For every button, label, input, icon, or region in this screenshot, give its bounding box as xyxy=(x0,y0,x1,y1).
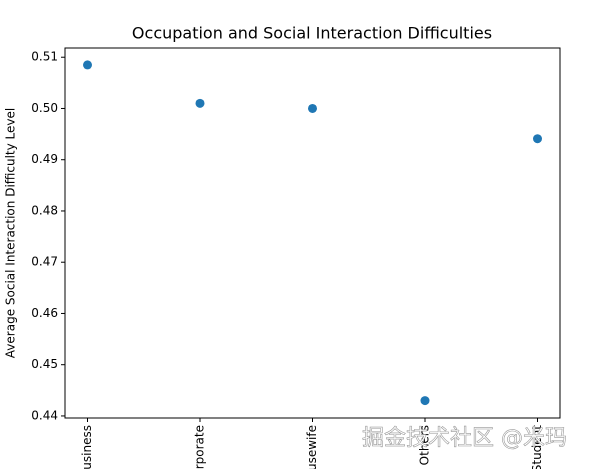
y-tick-label: 0.50 xyxy=(31,101,58,115)
x-tick-label: Others xyxy=(418,425,432,465)
x-tick-label: Housewife xyxy=(305,425,319,469)
point xyxy=(308,103,317,113)
y-tick-label: 0.49 xyxy=(31,152,58,166)
point xyxy=(195,98,205,108)
x-tick-label: Student xyxy=(530,425,544,469)
point xyxy=(420,396,430,406)
y-tick-label: 0.44 xyxy=(31,408,58,422)
chart-title: Occupation and Social Interaction Diffic… xyxy=(132,24,492,43)
point xyxy=(83,60,92,70)
y-tick-label: 0.51 xyxy=(31,50,58,64)
y-tick-label: 0.48 xyxy=(31,203,58,217)
y-tick-label: 0.47 xyxy=(31,255,58,269)
watermark: 掘金技术社区 @米玛 xyxy=(362,426,567,451)
plot-frame xyxy=(64,47,561,419)
y-tick-label: 0.45 xyxy=(31,357,58,371)
x-tick-label: Business xyxy=(80,425,94,469)
y-tick-label: 0.46 xyxy=(31,306,58,320)
x-tick-label: Corporate xyxy=(193,425,207,469)
y-axis-label: Average Social Interaction Difficulty Le… xyxy=(4,108,18,358)
point xyxy=(533,134,542,144)
